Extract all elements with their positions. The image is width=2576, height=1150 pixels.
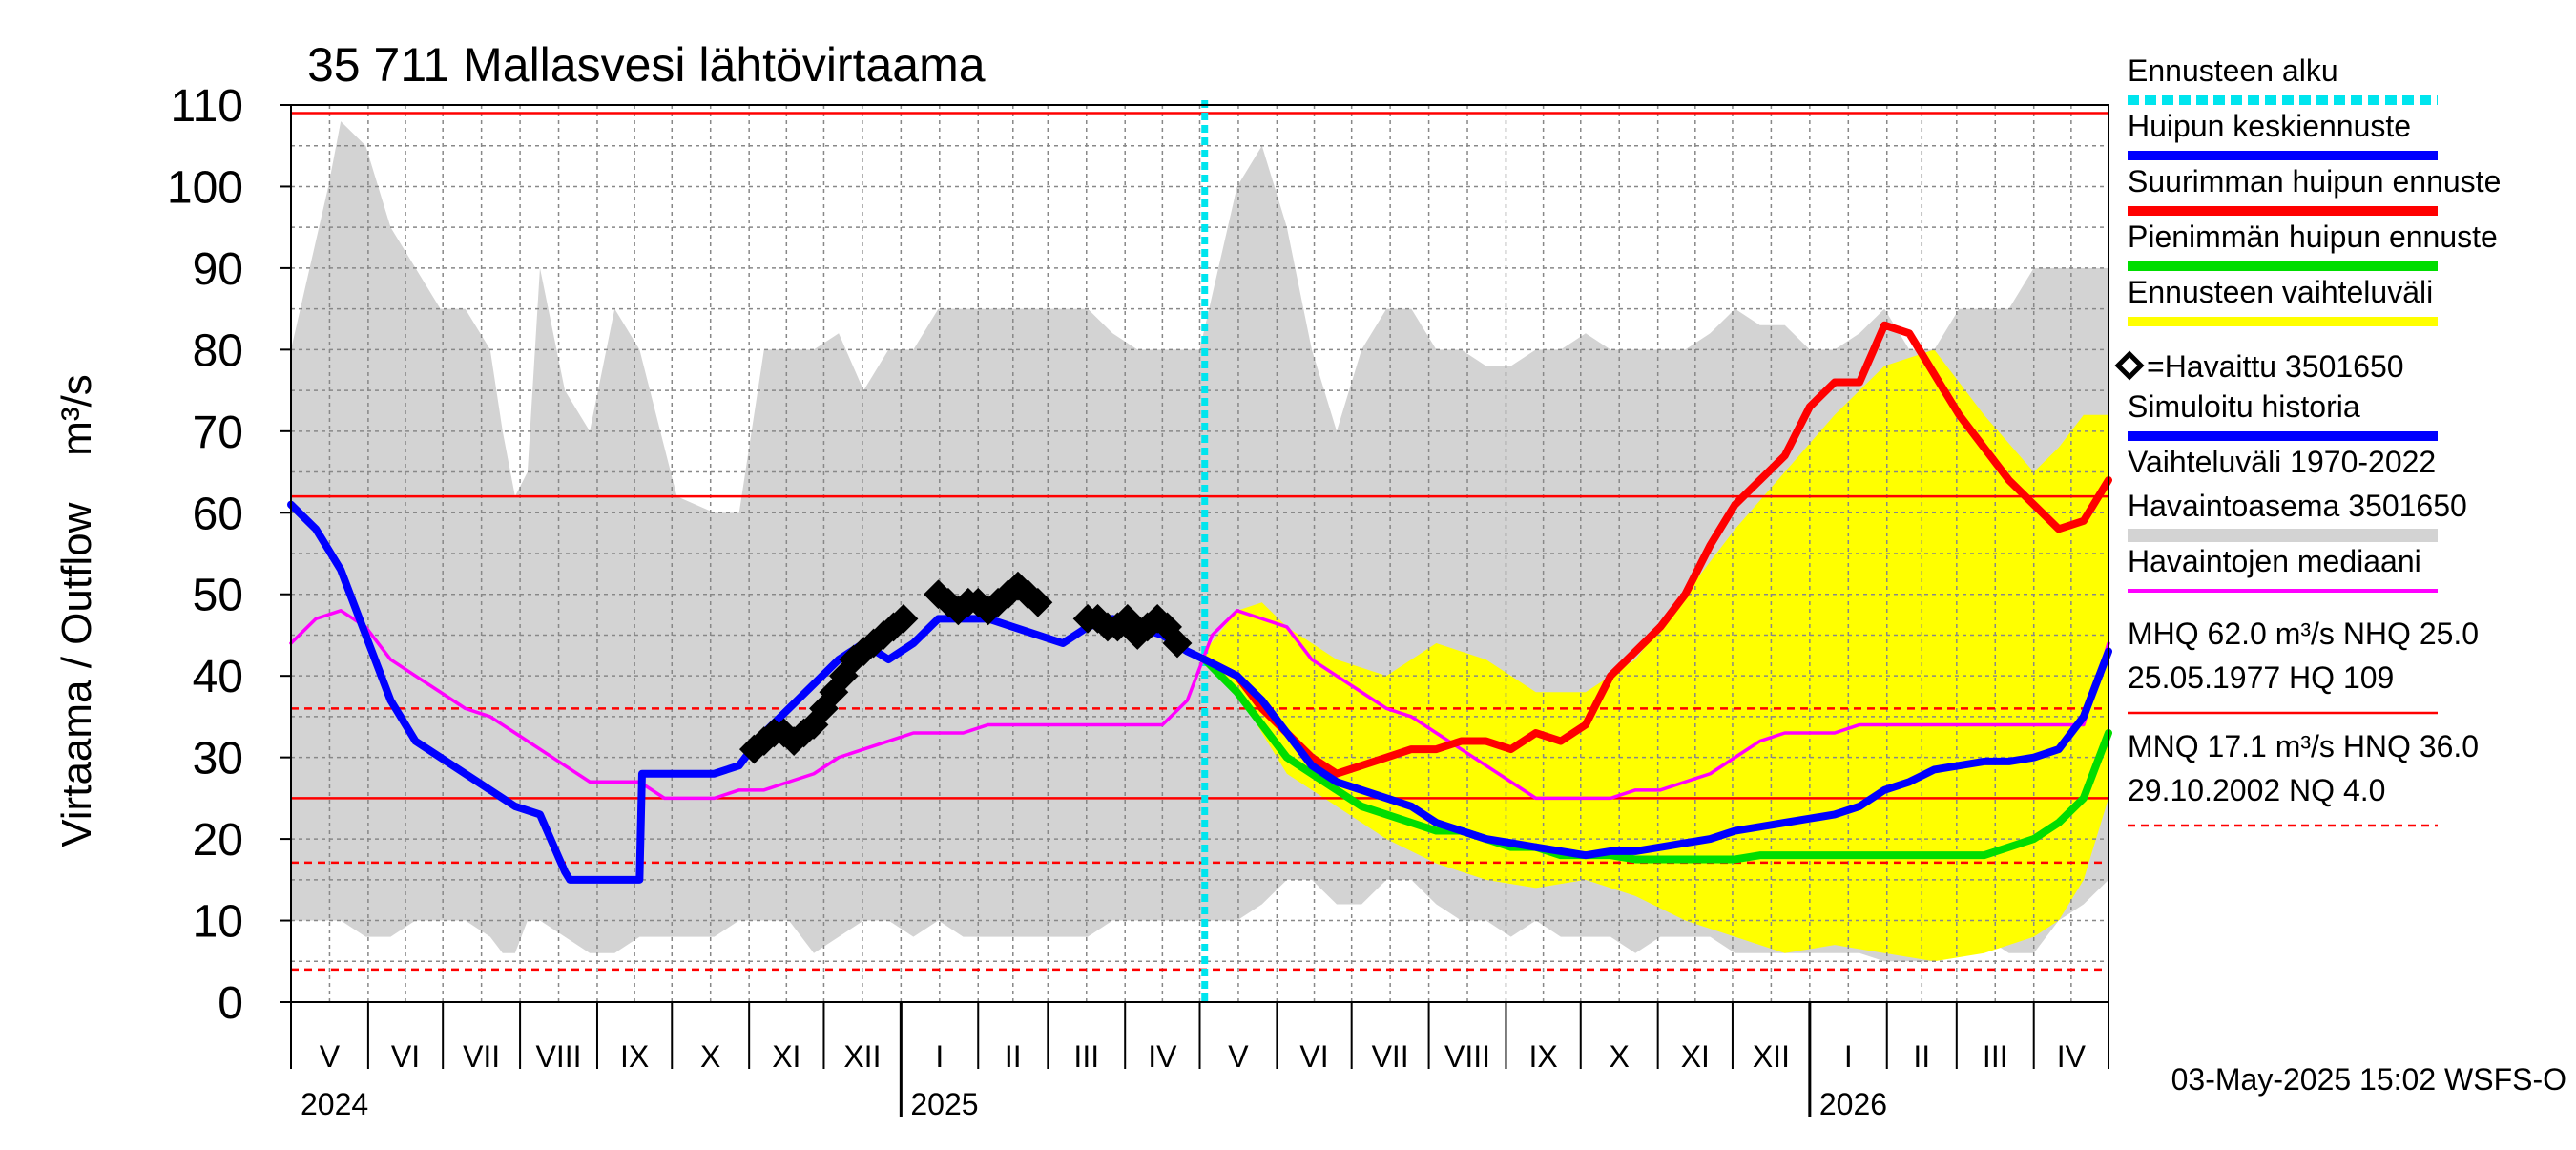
y-axis-label: Virtaama / Outflow m³/s <box>53 374 100 847</box>
series-line-4 <box>1200 647 2112 860</box>
legend: Ennusteen alku Huipun keskiennuste Suurimm… <box>2114 53 2501 827</box>
month-label: X <box>700 1039 720 1074</box>
y-tick-label: 100 <box>167 162 243 213</box>
observed-marker <box>1023 587 1053 617</box>
month-label: VII <box>463 1039 500 1074</box>
series-line-3 <box>1200 656 2112 864</box>
legend-stat-line: 29.10.2002 NQ 4.0 <box>2128 773 2385 807</box>
month-label: XII <box>843 1039 881 1074</box>
month-label: I <box>935 1039 944 1074</box>
legend-label: Pienimmän huipun ennuste <box>2128 220 2498 254</box>
footer-timestamp: 03-May-2025 15:02 WSFS-O <box>2171 1062 2566 1097</box>
legend-label: Simuloitu historia <box>2128 389 2360 424</box>
series-layer <box>287 321 2112 884</box>
month-label: VIII <box>1444 1039 1490 1074</box>
observed-markers-layer <box>738 571 1193 764</box>
legend-label: =Havaittu 3501650 <box>2147 349 2404 384</box>
year-label: 2026 <box>1819 1087 1887 1121</box>
y-tick-label: 60 <box>193 489 243 539</box>
month-label: VII <box>1372 1039 1409 1074</box>
band-1 <box>1204 349 2109 962</box>
month-label: IV <box>1148 1039 1177 1074</box>
month-label: IX <box>620 1039 649 1074</box>
y-tick-label: 70 <box>193 408 243 458</box>
month-label: VIII <box>536 1039 582 1074</box>
month-label: II <box>1913 1039 1930 1074</box>
month-label: XI <box>1681 1039 1710 1074</box>
y-tick-label: 80 <box>193 325 243 376</box>
y-tick-label: 110 <box>170 81 243 132</box>
month-label: IX <box>1529 1039 1558 1074</box>
month-label: V <box>320 1039 341 1074</box>
legend-label: Vaihteluväli 1970-2022 <box>2128 445 2436 479</box>
y-tick-label: 50 <box>193 571 243 621</box>
observed-marker <box>1162 628 1193 659</box>
legend-stat-line: MNQ 17.1 m³/s HNQ 36.0 <box>2128 729 2479 763</box>
month-label: I <box>1844 1039 1853 1074</box>
y-tick-label: 90 <box>193 244 243 295</box>
month-label: III <box>1073 1039 1099 1074</box>
month-label: II <box>1005 1039 1022 1074</box>
y-tick-label: 40 <box>193 652 243 702</box>
month-label: X <box>1610 1039 1630 1074</box>
series-line-1 <box>287 500 1209 884</box>
legend-label: Suurimman huipun ennuste <box>2128 164 2501 199</box>
year-label: 2024 <box>301 1087 368 1121</box>
year-label: 2025 <box>910 1087 978 1121</box>
observed-marker <box>888 603 919 634</box>
month-label: XII <box>1753 1039 1790 1074</box>
legend-label: Havaintoasema 3501650 <box>2128 489 2467 523</box>
month-label: VI <box>1299 1039 1328 1074</box>
chart-title: 35 711 Mallasvesi lähtövirtaama <box>307 38 986 92</box>
series-line-2 <box>1200 321 2112 778</box>
y-tick-label: 30 <box>193 734 243 784</box>
series-line-0 <box>289 609 2110 801</box>
reference-lines-layer <box>291 112 2109 972</box>
legend-label: Havaintojen mediaani <box>2128 544 2421 578</box>
y-tick-label: 20 <box>193 815 243 866</box>
month-label: VI <box>391 1039 420 1074</box>
month-label: III <box>1983 1039 2008 1074</box>
month-label: XI <box>772 1039 800 1074</box>
y-tick-label: 0 <box>218 978 243 1029</box>
legend-label: Ennusteen vaihteluväli <box>2128 275 2433 309</box>
month-label: V <box>1228 1039 1249 1074</box>
y-tick-label: 10 <box>193 897 243 948</box>
legend-label: Huipun keskiennuste <box>2128 109 2411 143</box>
legend-stat-line: 25.05.1977 HQ 109 <box>2128 660 2394 695</box>
legend-label: Ennusteen alku <box>2128 53 2338 88</box>
legend-stat-line: MHQ 62.0 m³/s NHQ 25.0 <box>2128 617 2479 651</box>
month-label: IV <box>2057 1039 2087 1074</box>
legend-marker <box>2114 350 2145 381</box>
